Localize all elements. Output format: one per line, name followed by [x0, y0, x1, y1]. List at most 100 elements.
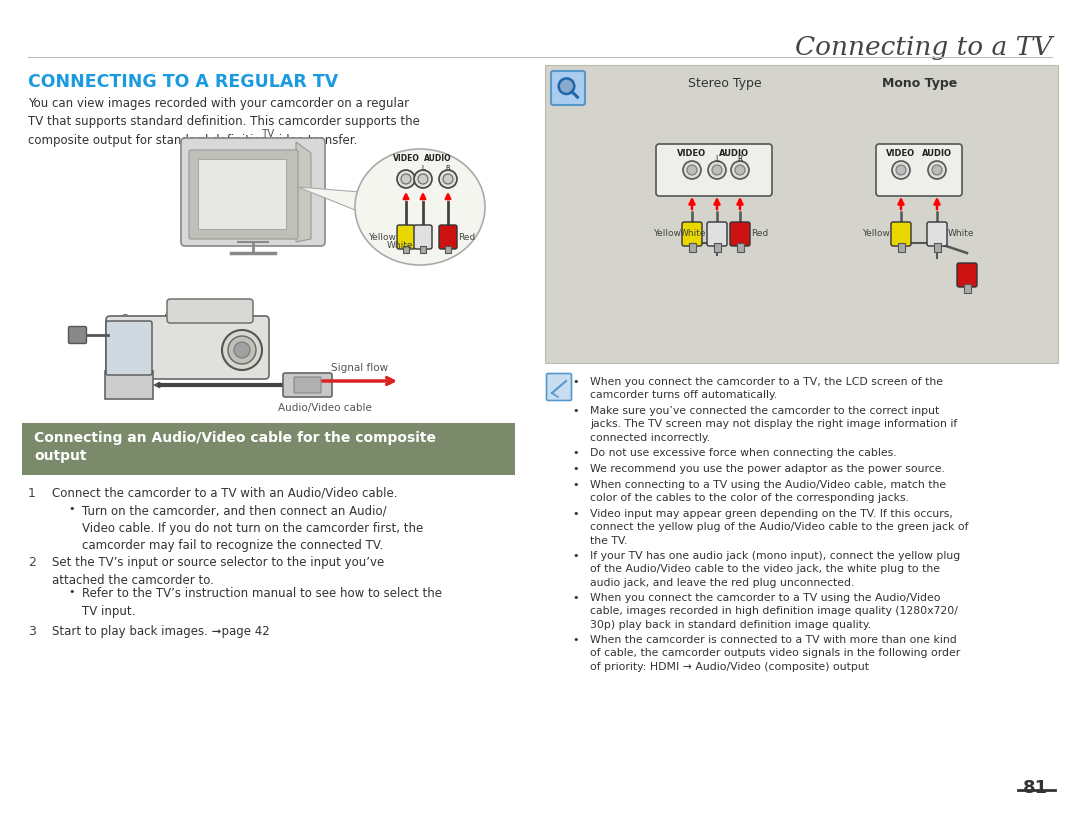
- FancyBboxPatch shape: [730, 222, 750, 246]
- Circle shape: [401, 174, 411, 184]
- Circle shape: [558, 78, 575, 94]
- Text: 3: 3: [28, 625, 36, 638]
- FancyBboxPatch shape: [294, 377, 321, 393]
- FancyBboxPatch shape: [656, 144, 772, 196]
- Text: Red: Red: [751, 229, 768, 238]
- Text: When connecting to a TV using the Audio/Video cable, match the
color of the cabl: When connecting to a TV using the Audio/…: [590, 480, 946, 503]
- Text: White: White: [679, 229, 706, 238]
- FancyBboxPatch shape: [876, 144, 962, 196]
- FancyBboxPatch shape: [106, 316, 269, 379]
- FancyBboxPatch shape: [283, 373, 332, 397]
- Text: Make sure you’ve connected the camcorder to the correct input
jacks. The TV scre: Make sure you’ve connected the camcorder…: [590, 406, 957, 443]
- Text: Mono Type: Mono Type: [882, 77, 957, 90]
- Text: •: •: [572, 480, 579, 490]
- Text: VIDEO: VIDEO: [392, 154, 419, 163]
- Text: Video input may appear green depending on the TV. If this occurs,
connect the ye: Video input may appear green depending o…: [590, 509, 969, 545]
- Text: AUDIO: AUDIO: [922, 149, 951, 158]
- Text: 2: 2: [28, 556, 36, 569]
- FancyBboxPatch shape: [681, 222, 702, 246]
- Text: When you connect the camcorder to a TV using the Audio/Video
cable, images recor: When you connect the camcorder to a TV u…: [590, 593, 958, 629]
- Bar: [445, 246, 451, 253]
- Text: •: •: [68, 505, 75, 515]
- Circle shape: [234, 342, 249, 358]
- Circle shape: [397, 170, 415, 188]
- Text: We recommend you use the power adaptor as the power source.: We recommend you use the power adaptor a…: [590, 464, 945, 474]
- Bar: [545, 65, 1058, 363]
- Ellipse shape: [355, 149, 485, 265]
- Circle shape: [438, 170, 457, 188]
- Bar: [963, 284, 971, 293]
- Bar: [897, 243, 905, 252]
- FancyBboxPatch shape: [189, 150, 298, 239]
- FancyBboxPatch shape: [551, 71, 585, 105]
- Text: 1: 1: [28, 487, 36, 500]
- Text: •: •: [572, 635, 579, 645]
- FancyBboxPatch shape: [707, 222, 727, 246]
- Text: White: White: [387, 241, 413, 249]
- Bar: [198, 159, 286, 229]
- Text: White: White: [948, 229, 974, 238]
- Circle shape: [443, 174, 453, 184]
- Text: CONNECTING TO A REGULAR TV: CONNECTING TO A REGULAR TV: [28, 73, 338, 91]
- Text: Signal flow: Signal flow: [332, 363, 389, 373]
- Text: R: R: [446, 165, 450, 171]
- FancyBboxPatch shape: [68, 327, 86, 343]
- Bar: [420, 246, 426, 253]
- FancyBboxPatch shape: [927, 222, 947, 246]
- FancyBboxPatch shape: [438, 225, 457, 249]
- Circle shape: [414, 170, 432, 188]
- Circle shape: [932, 165, 942, 175]
- Text: Connecting to a TV: Connecting to a TV: [795, 35, 1052, 60]
- Text: Do not use excessive force when connecting the cables.: Do not use excessive force when connecti…: [590, 448, 896, 458]
- Text: Yellow: Yellow: [653, 229, 681, 238]
- Text: R: R: [738, 155, 743, 164]
- Circle shape: [731, 161, 750, 179]
- Circle shape: [228, 336, 256, 364]
- Bar: [105, 371, 153, 399]
- Text: Audio/Video cable: Audio/Video cable: [278, 403, 372, 413]
- Text: Connect the camcorder to a TV with an Audio/Video cable.: Connect the camcorder to a TV with an Au…: [52, 487, 397, 500]
- Text: Stereo Type: Stereo Type: [688, 77, 761, 90]
- Text: AUDIO: AUDIO: [424, 154, 451, 163]
- Text: TV: TV: [261, 129, 274, 139]
- Polygon shape: [298, 187, 360, 212]
- Text: VIDEO: VIDEO: [677, 149, 706, 158]
- Text: •: •: [572, 593, 579, 603]
- FancyBboxPatch shape: [181, 138, 325, 246]
- Bar: [933, 243, 941, 252]
- Text: Turn on the camcorder, and then connect an Audio/
Video cable. If you do not tur: Turn on the camcorder, and then connect …: [82, 505, 423, 553]
- Text: Red: Red: [458, 233, 475, 242]
- Text: output: output: [33, 449, 86, 463]
- Circle shape: [222, 330, 262, 370]
- Text: Set the TV’s input or source selector to the input you’ve
attached the camcorder: Set the TV’s input or source selector to…: [52, 556, 384, 587]
- Circle shape: [418, 174, 428, 184]
- Circle shape: [708, 161, 726, 179]
- Text: Start to play back images. ➞page 42: Start to play back images. ➞page 42: [52, 625, 270, 638]
- Text: When the camcorder is connected to a TV with more than one kind
of cable, the ca: When the camcorder is connected to a TV …: [590, 635, 960, 672]
- FancyBboxPatch shape: [397, 225, 415, 249]
- FancyBboxPatch shape: [106, 321, 152, 375]
- Circle shape: [892, 161, 910, 179]
- Text: You can view images recorded with your camcorder on a regular
TV that supports s: You can view images recorded with your c…: [28, 97, 420, 147]
- Text: Connecting an Audio/Video cable for the composite: Connecting an Audio/Video cable for the …: [33, 431, 436, 445]
- Circle shape: [712, 165, 723, 175]
- Bar: [737, 243, 743, 252]
- Text: •: •: [572, 448, 579, 458]
- Text: •: •: [572, 377, 579, 387]
- Circle shape: [683, 161, 701, 179]
- Text: AUDIO: AUDIO: [719, 149, 750, 158]
- Bar: [403, 246, 409, 253]
- Text: Yellow: Yellow: [368, 233, 396, 242]
- Circle shape: [928, 161, 946, 179]
- Text: •: •: [572, 551, 579, 561]
- Text: Yellow: Yellow: [862, 229, 890, 238]
- FancyBboxPatch shape: [546, 374, 571, 400]
- Text: If your TV has one audio jack (mono input), connect the yellow plug
of the Audio: If your TV has one audio jack (mono inpu…: [590, 551, 960, 587]
- FancyBboxPatch shape: [414, 225, 432, 249]
- FancyBboxPatch shape: [891, 222, 912, 246]
- Text: •: •: [572, 464, 579, 474]
- Text: •: •: [68, 587, 75, 597]
- Text: VIDEO: VIDEO: [887, 149, 916, 158]
- Text: Camcorder: Camcorder: [120, 314, 177, 324]
- Polygon shape: [296, 142, 311, 242]
